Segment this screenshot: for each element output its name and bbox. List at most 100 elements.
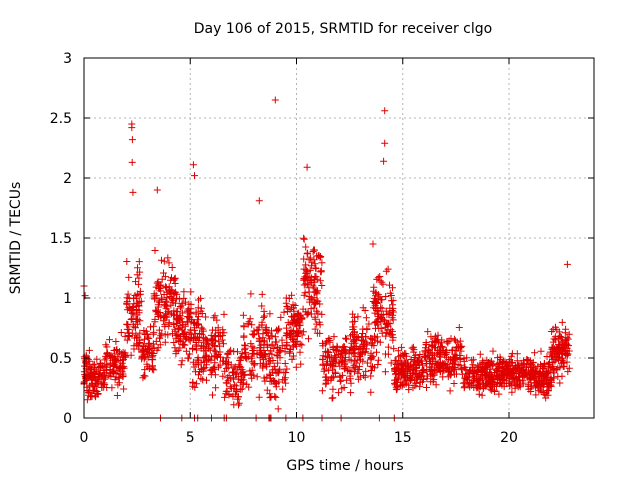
data-point (170, 275, 178, 283)
data-point (103, 349, 111, 357)
data-point (431, 351, 438, 359)
data-point (556, 379, 564, 387)
data-point (453, 344, 461, 352)
data-point (235, 361, 243, 369)
data-point (451, 354, 459, 361)
data-point (432, 381, 440, 389)
data-point (189, 344, 196, 352)
data-point (201, 353, 209, 361)
data-point (547, 381, 555, 389)
data-point (479, 357, 487, 365)
data-point (212, 332, 219, 339)
data-point (240, 371, 248, 379)
data-point (508, 381, 516, 389)
data-point (478, 366, 486, 374)
data-point (288, 355, 296, 363)
data-point (495, 390, 503, 398)
data-point (304, 280, 312, 288)
data-point (456, 354, 464, 362)
data-point (416, 383, 424, 391)
data-point (392, 386, 400, 394)
data-point (450, 335, 458, 343)
data-point (325, 349, 333, 356)
data-point (367, 372, 375, 380)
data-point (551, 350, 559, 358)
data-point (373, 348, 380, 356)
data-point (354, 345, 362, 353)
data-point (376, 277, 384, 285)
data-point (298, 341, 306, 349)
data-point (274, 369, 282, 376)
data-point (277, 313, 285, 321)
data-point (340, 384, 348, 391)
data-point (272, 393, 280, 401)
data-point (341, 359, 349, 367)
data-point (134, 340, 142, 348)
data-point (377, 304, 385, 312)
data-point (459, 379, 467, 387)
data-point (193, 342, 201, 350)
data-point (168, 274, 175, 282)
data-point (123, 325, 131, 333)
data-point (235, 399, 243, 407)
data-point (199, 367, 207, 375)
data-point (114, 352, 122, 360)
data-point (156, 341, 164, 349)
data-point (519, 379, 527, 387)
data-point (109, 368, 117, 375)
data-point (451, 364, 459, 372)
data-point (280, 308, 288, 316)
data-point (310, 246, 318, 254)
data-point (373, 299, 380, 306)
data-point (164, 254, 172, 262)
data-point (118, 365, 126, 372)
data-point (113, 392, 121, 399)
data-point (558, 318, 566, 326)
data-point (183, 318, 191, 326)
data-point (150, 322, 158, 330)
data-point (165, 259, 173, 267)
data-point (127, 351, 135, 359)
data-point (447, 370, 455, 378)
data-point (354, 313, 362, 321)
data-point (179, 321, 187, 329)
data-point (142, 327, 150, 335)
data-point (236, 362, 244, 370)
data-point (132, 331, 140, 339)
data-point (167, 286, 175, 294)
data-point (213, 316, 221, 324)
data-point (428, 368, 436, 376)
data-point (259, 364, 267, 372)
data-point (307, 294, 315, 302)
data-point (373, 275, 381, 283)
data-point (538, 372, 546, 379)
data-point (191, 334, 199, 342)
data-point (123, 306, 131, 314)
data-point (347, 389, 355, 397)
data-point (409, 366, 417, 373)
data-point (149, 356, 157, 364)
data-point (300, 235, 308, 243)
data-point (262, 361, 270, 369)
data-point (394, 360, 402, 368)
data-point (374, 356, 382, 364)
data-point (390, 308, 397, 316)
data-point (149, 362, 156, 370)
data-point (117, 329, 125, 336)
data-point (123, 320, 131, 328)
data-point (206, 366, 214, 374)
data-point (325, 366, 333, 374)
data-point (303, 274, 311, 282)
data-point (411, 357, 418, 365)
data-point (422, 341, 430, 349)
data-point (153, 186, 161, 194)
data-point (380, 157, 388, 165)
data-point (224, 350, 232, 358)
data-point (189, 161, 197, 169)
data-point (129, 188, 137, 196)
data-point (93, 355, 101, 363)
data-point (409, 343, 417, 351)
data-point (167, 301, 175, 309)
data-point (135, 291, 143, 299)
data-point (170, 339, 178, 346)
